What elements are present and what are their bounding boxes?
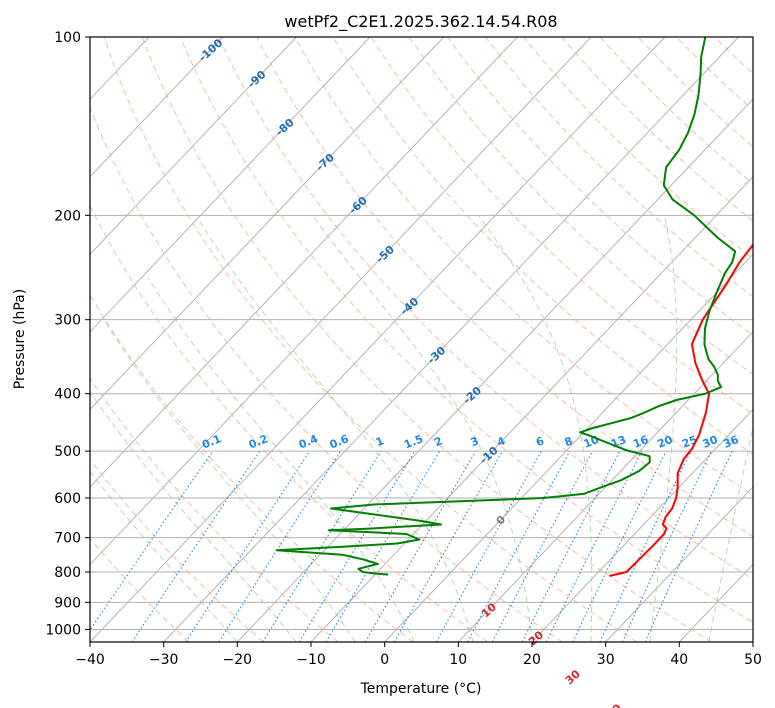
mixing-ratio-label: 20: [655, 433, 674, 451]
x-axis-label: Temperature (°C): [360, 681, 482, 697]
moist-adiabat: [477, 215, 593, 642]
y-tick-label: 1000: [45, 622, 81, 638]
y-tick-label: 900: [54, 595, 81, 611]
y-tick-label: 700: [54, 531, 81, 547]
y-tick-label: 600: [54, 491, 81, 507]
mixing-ratio-label: 25: [680, 433, 699, 451]
x-tick-label: −40: [75, 652, 105, 668]
y-axis-label: Pressure (hPa): [12, 289, 28, 389]
isotherm-line: [90, 37, 666, 642]
dry-adiabat: [90, 204, 488, 642]
isotherm-line: [90, 37, 445, 411]
dry-adiabat: [217, 37, 753, 580]
dry-adiabat: [294, 37, 753, 496]
x-tick-label: 40: [670, 652, 688, 668]
mixing-ratio-label: 2: [432, 434, 444, 449]
dry-adiabat: [332, 37, 753, 455]
moist-adiabat: [312, 215, 533, 642]
axis-ticks: −40 −30 −20 −10 0 10 20 30 40 50 100 200 300 400 500 60…: [45, 30, 762, 668]
x-tick-label: −20: [223, 652, 253, 668]
moist-adiabat: [199, 221, 474, 642]
x-tick-label: 30: [597, 652, 615, 668]
isotherm-line: [605, 486, 753, 642]
grid-layer: [90, 37, 753, 642]
isotherm-line: [236, 98, 753, 642]
dry-adiabat: [408, 37, 753, 375]
y-tick-label: 800: [54, 565, 81, 581]
x-tick-label: 0: [380, 652, 389, 668]
mixing-ratio-line: [393, 450, 503, 642]
series-layer: [275, 37, 753, 577]
moist-adiabat: [103, 319, 356, 642]
mixing-ratio-line: [644, 450, 733, 642]
x-tick-label: 20: [523, 652, 541, 668]
mixing-ratio-line: [218, 450, 341, 642]
isotherm-line: [90, 37, 297, 256]
dry-adiabat: [179, 37, 753, 623]
plot-frame: [89, 36, 754, 643]
mixing-ratio-line: [467, 450, 571, 642]
dry-adiabat: [370, 37, 753, 415]
mixing-ratio-line: [262, 450, 382, 642]
moist-adiabat: [649, 215, 678, 642]
y-tick-label: 500: [54, 444, 81, 460]
isotherm-line: [90, 37, 518, 488]
mixing-ratio-line: [298, 450, 416, 642]
mixing-ratio-line: [545, 450, 643, 642]
dry-adiabat: [90, 293, 414, 642]
temperature-trace: [609, 243, 753, 577]
dry-adiabat: [103, 37, 638, 642]
mixing-ratio-label: 8: [563, 434, 575, 449]
y-tick-label: 400: [54, 387, 81, 403]
y-tick-label: 100: [54, 30, 81, 46]
mixing-ratio-line: [572, 450, 667, 642]
mixing-ratio-label: 3: [469, 434, 481, 449]
x-tick-label: 50: [744, 652, 762, 668]
moist-adiabat: [147, 277, 415, 642]
dry-adiabat: [90, 537, 190, 642]
dewpoint-trace: [275, 37, 737, 576]
dry-adiabat: [90, 106, 563, 642]
mixing-ratio-line: [185, 450, 311, 642]
dry-adiabat: [90, 458, 264, 642]
y-tick-label: 300: [54, 313, 81, 329]
y-tick-label: 200: [54, 208, 81, 224]
isotherm-line: [457, 331, 753, 642]
isotherm-line: [163, 37, 739, 642]
x-tick-label: 10: [449, 652, 467, 668]
mixing-ratio-label: 16: [631, 433, 650, 451]
dry-adiabat-label: 40: [604, 701, 624, 708]
x-tick-label: −30: [149, 652, 179, 668]
moist-adiabat: [90, 391, 297, 642]
isotherm-line: [90, 37, 592, 566]
dry-adiabat: [446, 37, 753, 336]
x-tick-label: −10: [296, 652, 326, 668]
mixing-ratio-label: 36: [721, 433, 740, 451]
mixing-ratio-line: [435, 450, 542, 642]
isotherm-line: [531, 408, 753, 642]
isotherm-line: [90, 37, 224, 178]
chart-title: wetPf2_C2E1.2025.362.14.54.R08: [284, 12, 557, 32]
isotherm-line: [384, 253, 753, 642]
mixing-ratio-line: [131, 450, 261, 642]
isotherm-line: [90, 37, 371, 333]
mixing-ratio-label: 1: [374, 434, 386, 449]
dry-adiabat: [141, 37, 712, 642]
mixing-ratio-label: 30: [701, 433, 720, 451]
mixing-ratio-line: [90, 450, 214, 631]
